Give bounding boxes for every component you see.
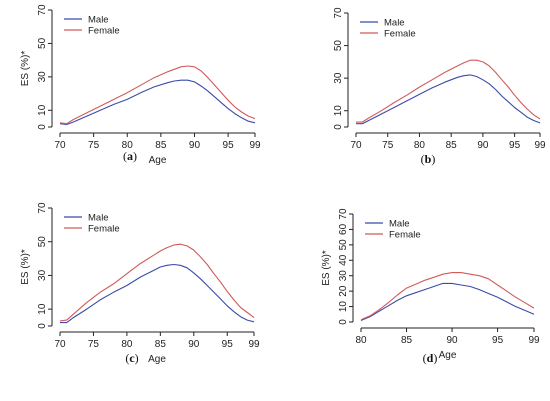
legend-label-male: Male [88, 213, 109, 224]
x-tick-label: 75 [88, 140, 100, 151]
panel-label-letter: d [427, 351, 434, 365]
y-tick-label: 10 [37, 104, 48, 116]
panel-label-paren: ) [133, 149, 137, 163]
legend-label-female: Female [389, 230, 421, 241]
panel-label: (c) [125, 351, 138, 365]
y-tick-label: 10 [37, 303, 48, 315]
y-tick-label: 30 [37, 71, 48, 83]
y-tick-label: 70 [37, 4, 48, 16]
x-tick-label: 85 [446, 140, 458, 151]
panel-label-letter: b [425, 152, 432, 166]
panel-label-paren: ) [135, 351, 139, 365]
y-tick-label: 50 [333, 40, 344, 52]
x-tick-label: 80 [122, 140, 134, 151]
x-axis-label: Age [439, 350, 457, 361]
y-axis-label: ES (%)* [20, 249, 31, 285]
x-tick-label: 85 [155, 339, 167, 350]
y-tick-label: 50 [338, 239, 349, 251]
series-line-male [59, 79, 256, 126]
x-tick-label: 90 [446, 335, 458, 346]
x-tick-label: 99 [248, 339, 260, 350]
y-tick-label: 40 [338, 254, 349, 266]
chart-panel-a: 70 75 80 85 90 95 99 0 10 30 50 70 Age ES (%)* MaleFem… [20, 4, 261, 166]
legend-label-male: Male [389, 219, 410, 230]
y-tick-label: 60 [338, 223, 349, 235]
panel-label: (d) [423, 351, 438, 365]
x-tick-label: 99 [534, 140, 546, 151]
x-tick-label: 95 [509, 140, 521, 151]
y-tick-label: 70 [333, 7, 344, 19]
series-line-female [59, 243, 255, 322]
x-tick-label: 75 [88, 339, 100, 350]
chart-panel-c: 70 75 80 85 90 95 99 0 10 30 50 70 Age ES (%)* MaleFem… [20, 202, 260, 365]
x-tick-label: 95 [223, 140, 235, 151]
x-tick-label: 85 [401, 335, 413, 346]
panel-label-letter: c [129, 351, 135, 365]
panel-label: (a) [123, 149, 137, 163]
series-line-female [59, 65, 256, 125]
x-tick-label: 80 [121, 339, 133, 350]
legend-label-male: Male [384, 18, 405, 29]
series-line-male [356, 74, 541, 125]
y-tick-label: 0 [37, 323, 48, 329]
x-tick-label: 90 [189, 140, 201, 151]
x-tick-label: 80 [355, 335, 367, 346]
series-line-male [60, 263, 255, 324]
y-tick-label: 30 [333, 72, 344, 84]
x-tick-label: 75 [382, 140, 394, 151]
legend-label-female: Female [88, 26, 120, 37]
x-tick-label: 70 [350, 140, 362, 151]
x-tick-label: 85 [155, 140, 167, 151]
y-tick-label: 0 [37, 124, 48, 130]
panel-label-paren: ( [125, 351, 129, 365]
series-line-female [356, 59, 541, 123]
y-tick-label: 10 [333, 105, 344, 117]
x-axis-label: Age [148, 354, 166, 365]
x-axis-label: Age [149, 155, 167, 166]
y-axis-label: ES (%)* [321, 250, 332, 286]
y-tick-label: 50 [37, 37, 48, 49]
panel-label-paren: ( [123, 149, 127, 163]
x-tick-label: 90 [188, 339, 200, 350]
x-tick-label: 70 [54, 339, 66, 350]
panel-label-paren: ( [421, 152, 425, 166]
y-tick-label: 10 [338, 301, 349, 313]
y-axis-label: ES (%)* [20, 51, 31, 87]
panel-label-paren: ( [423, 351, 427, 365]
x-tick-label: 80 [414, 140, 426, 151]
chart-panel-d: 80 85 90 95 99 0 10 20 30 40 50 60 70 Age ES (%)* MaleF… [321, 208, 540, 365]
y-tick-label: 70 [338, 208, 349, 220]
legend-label-female: Female [384, 29, 416, 40]
x-tick-label: 95 [222, 339, 234, 350]
legend-label-male: Male [88, 15, 109, 26]
legend-label-female: Female [88, 224, 120, 235]
x-tick-label: 95 [492, 335, 504, 346]
x-tick-label: 99 [249, 140, 261, 151]
panel-label-paren: ) [433, 351, 437, 365]
y-tick-label: 30 [338, 270, 349, 282]
series-line-female [360, 272, 535, 321]
x-tick-label: 70 [54, 140, 66, 151]
panel-label-letter: a [127, 149, 133, 163]
panel-label-paren: ) [431, 152, 435, 166]
y-tick-label: 0 [338, 319, 349, 325]
y-tick-label: 30 [37, 269, 48, 281]
panel-label: (b) [421, 152, 436, 166]
series-line-male [360, 282, 535, 322]
x-tick-label: 99 [528, 335, 540, 346]
x-tick-label: 90 [477, 140, 489, 151]
y-tick-label: 50 [37, 236, 48, 248]
y-tick-label: 20 [338, 285, 349, 297]
y-tick-label: 70 [37, 202, 48, 214]
y-tick-label: 0 [333, 124, 344, 130]
